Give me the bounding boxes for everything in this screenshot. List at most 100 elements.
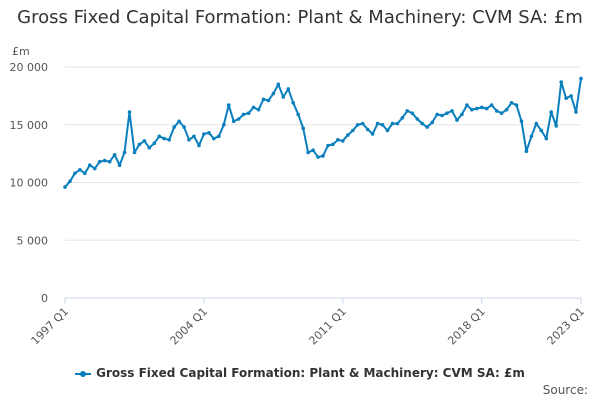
data-point (549, 110, 553, 114)
x-tick-label: 2023 Q1 (545, 305, 588, 348)
data-point (197, 143, 201, 148)
data-point (172, 125, 176, 129)
data-point (266, 98, 271, 103)
data-point (415, 117, 420, 121)
data-point (137, 142, 142, 147)
legend[interactable]: Gross Fixed Capital Formation: Plant & M… (0, 366, 600, 380)
data-point (499, 111, 504, 115)
data-point (544, 136, 549, 141)
data-point (524, 149, 529, 154)
data-point (430, 120, 435, 125)
data-point (177, 119, 181, 124)
data-point (122, 150, 127, 155)
data-point (559, 80, 563, 84)
data-point (494, 109, 499, 113)
y-tick-label: 0 (41, 292, 48, 305)
data-point (519, 119, 524, 124)
data-point (385, 128, 390, 133)
series-line (64, 78, 582, 188)
x-tick-label: 2011 Q1 (306, 305, 349, 348)
data-point (450, 109, 454, 113)
data-point (579, 76, 583, 81)
data-point (251, 105, 256, 110)
data-point (321, 154, 325, 158)
data-point (68, 179, 72, 184)
data-point (351, 128, 355, 133)
data-point (286, 87, 291, 91)
data-point (390, 121, 395, 126)
data-point (569, 94, 573, 98)
data-point (395, 121, 400, 126)
data-point (336, 138, 340, 142)
data-point (231, 119, 236, 124)
data-point (132, 150, 137, 155)
grid-lines (65, 66, 581, 299)
data-point (355, 123, 360, 127)
data-point (465, 103, 469, 107)
data-point (316, 155, 320, 159)
data-point (142, 139, 147, 143)
data-point (281, 95, 286, 99)
data-point (301, 126, 306, 130)
y-axis-ticks: 0 5 000 10 000 15 000 20 000 (10, 61, 49, 305)
data-point (480, 105, 484, 110)
data-point (400, 116, 405, 120)
data-point (380, 123, 385, 127)
x-tick-label: 2004 Q1 (168, 305, 211, 348)
data-point (460, 112, 464, 117)
data-point (182, 125, 186, 129)
data-point (534, 121, 539, 126)
data-point (445, 111, 449, 115)
data-point (405, 109, 410, 113)
y-tick-label: 5 000 (17, 234, 49, 247)
data-point (167, 138, 171, 142)
data-point (192, 134, 196, 139)
data-point (246, 111, 251, 115)
data-point (410, 111, 415, 115)
data-point (291, 101, 296, 105)
data-point (346, 133, 350, 137)
data-point (554, 124, 558, 128)
data-point (207, 131, 211, 135)
data-point (127, 110, 132, 114)
data-point (504, 107, 509, 112)
data-point (311, 148, 315, 152)
data-point (236, 117, 241, 121)
data-point (93, 166, 97, 171)
chart-title: Gross Fixed Capital Formation: Plant & M… (17, 7, 583, 28)
data-point (112, 153, 117, 157)
y-tick-label: 10 000 (10, 177, 49, 190)
data-point (455, 118, 459, 122)
data-point (425, 125, 430, 129)
data-point (187, 138, 191, 142)
data-point (63, 185, 67, 189)
y-unit-label: £m (12, 45, 30, 58)
data-point (147, 146, 152, 150)
data-point (222, 123, 226, 127)
data-point (529, 134, 534, 139)
data-point (370, 132, 375, 136)
data-point (78, 168, 82, 172)
data-point (73, 171, 77, 176)
data-point (306, 150, 310, 155)
data-point (514, 103, 519, 107)
series-layer (63, 76, 583, 189)
data-point (212, 136, 216, 141)
data-point (152, 141, 157, 145)
x-axis-ticks: 1997 Q1 2004 Q1 2011 Q1 2018 Q1 2023 Q1 (29, 298, 588, 348)
data-point (83, 171, 87, 176)
data-point (341, 139, 345, 143)
data-point (484, 106, 489, 111)
data-point (375, 121, 380, 126)
y-tick-label: 15 000 (10, 119, 49, 132)
data-point (440, 113, 444, 118)
data-point (241, 112, 246, 117)
source-label: Source: (542, 383, 588, 397)
data-point (360, 121, 365, 126)
data-point (365, 127, 370, 132)
data-point (489, 103, 494, 107)
data-point (509, 101, 514, 105)
data-point (162, 136, 166, 141)
data-point (574, 110, 578, 114)
